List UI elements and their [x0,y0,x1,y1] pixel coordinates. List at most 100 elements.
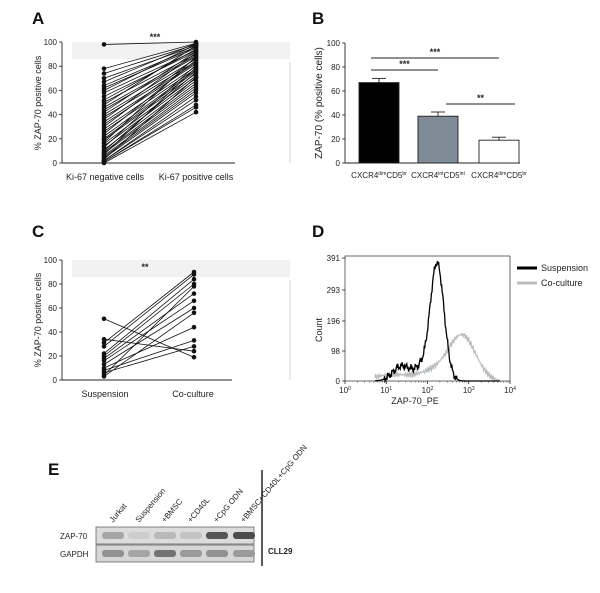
panel-a-pair-line [103,77,197,147]
panel-a-ylabel: % ZAP-70 positive cells [33,55,43,150]
panel-a-pair-line [103,106,197,163]
panel-e-blot: Jurkat Suspension+BMSC +CD40L +CpG ODN+BMSC… [60,443,309,566]
panel-c-point-left [101,340,107,346]
blot-band-gapdh [102,550,124,557]
panel-b-sig-label: *** [430,47,441,57]
panel-a-point-left [101,94,107,99]
blot-cell-line: CLL29 [268,547,293,556]
panel-d-frame [344,255,511,382]
panel-a-pair-line [103,59,197,135]
panel-a-point-left [101,42,107,47]
panel-c-point-right [191,276,197,282]
blot-row-gapdh: GAPDH [60,550,89,559]
panel-c-pair-line [103,312,195,377]
panel-a-pair-line [103,42,197,70]
panel-d-xtick-label: 102 [422,386,434,395]
panel-c-point-right [191,310,197,316]
panel-a-point-left [101,90,107,96]
panel-a-ytick-label: 40 [48,111,57,120]
blot-band-zap70 [180,532,202,539]
panel-d-curve-suspension [374,260,500,384]
panel-c-point-right [191,298,197,304]
panel-a-point-right [193,43,199,48]
panel-c-significance: ** [141,262,149,272]
panel-a-significance: *** [150,32,161,42]
panel-a-pair-line [103,42,197,83]
panel-a-pair-line [103,69,197,137]
blot-band-zap70 [206,532,228,539]
panel-a-pair-line [103,44,197,91]
panel-c-ytick-label: 0 [53,376,58,385]
blot-band-zap70 [102,532,124,539]
panel-a-pair-line [103,45,197,106]
panel-a-pair-line [103,56,197,143]
panel-letter-b: B [312,9,324,28]
panel-d-ytick-label: 98 [331,347,340,356]
panel-c-point-left [101,316,107,322]
panel-b-bar [358,82,400,164]
panel-c-pair-line [103,326,195,369]
legend-label-suspension: Suspension [541,263,588,273]
blot-band-zap70 [154,532,176,539]
panel-a-point-right [193,105,199,110]
panel-letter-e: E [48,460,59,479]
panel-a-pair-line [103,51,197,97]
legend-label-coculture: Co-culture [541,278,583,288]
panel-a-pair-line [103,57,197,128]
panel-c-point-right [191,272,197,277]
panel-c-shade [72,260,290,277]
panel-c-pair-line [103,278,195,354]
panel-b-ytick-label: 0 [336,159,341,168]
blot-band-gapdh [154,550,176,557]
panel-a-pair-line [103,99,197,161]
panel-c-ytick-label: 100 [44,256,58,265]
panel-c-point-left [101,336,107,342]
panel-b-ylabel: ZAP-70 (% positive cells) [314,47,325,159]
panel-c-ytick-label: 60 [48,304,57,313]
panel-d-chart: 0 98 196 293 391 100 101 102 103 104 Count ZAP-70… [314,254,588,406]
panel-b-xcat: CXCR4dimCD5br [351,171,407,180]
panel-a-point-right [193,90,199,96]
panel-b-ytick-label: 60 [331,87,340,96]
panel-b-ytick-label: 100 [327,39,341,48]
panel-a-point-left [101,71,107,76]
panel-c-point-left [101,362,107,367]
panel-a-point-right [193,74,199,80]
panel-a-pair-line [103,71,197,152]
panel-letter-a: A [32,9,44,28]
panel-a-pair-line [103,73,197,141]
panel-a-pair-line [103,75,197,144]
panel-a-pair-line [103,41,197,45]
panel-b-xcat: CXCR4intCD5int [411,171,465,180]
panel-a-pair-line [103,82,197,153]
panel-d-ytick-label: 293 [327,286,341,295]
panel-c-ylabel: % ZAP-70 positive cells [33,272,43,367]
panel-a-point-right [193,54,199,59]
panel-a-ytick-label: 0 [53,159,58,168]
panel-c-ytick-label: 40 [48,328,57,337]
panel-a-point-right [193,69,199,75]
panel-d-ytick-label: 391 [327,254,341,263]
panel-a-pair-line [103,87,197,157]
panel-c-point-right [191,338,197,343]
panel-b-xcat: CXCR4dimCD5br [471,171,527,180]
panel-a-point-right [193,50,199,56]
panel-a-pair-line [103,47,197,89]
blot-lane-label: Jurkat [108,501,129,524]
panel-d-xtick-label: 104 [504,386,516,395]
panel-c-point-right [191,354,197,360]
blot-band-zap70 [128,532,150,539]
panel-c-point-right [191,291,197,296]
panel-a-pair-line [103,46,197,86]
panel-a-pair-line [103,85,197,154]
panel-a-chart: 0 20 40 60 80 100 *** % ZAP-70 positive cells… [33,32,291,182]
panel-b-ytick-label: 80 [331,63,340,72]
panel-c-point-left [101,344,107,349]
panel-c-point-right [191,344,197,349]
panel-letter-c: C [32,222,44,241]
blot-band-gapdh [206,550,228,557]
panel-c-xcat-0: Suspension [81,389,128,399]
panel-a-xcat-0: Ki-67 negative cells [66,172,145,182]
